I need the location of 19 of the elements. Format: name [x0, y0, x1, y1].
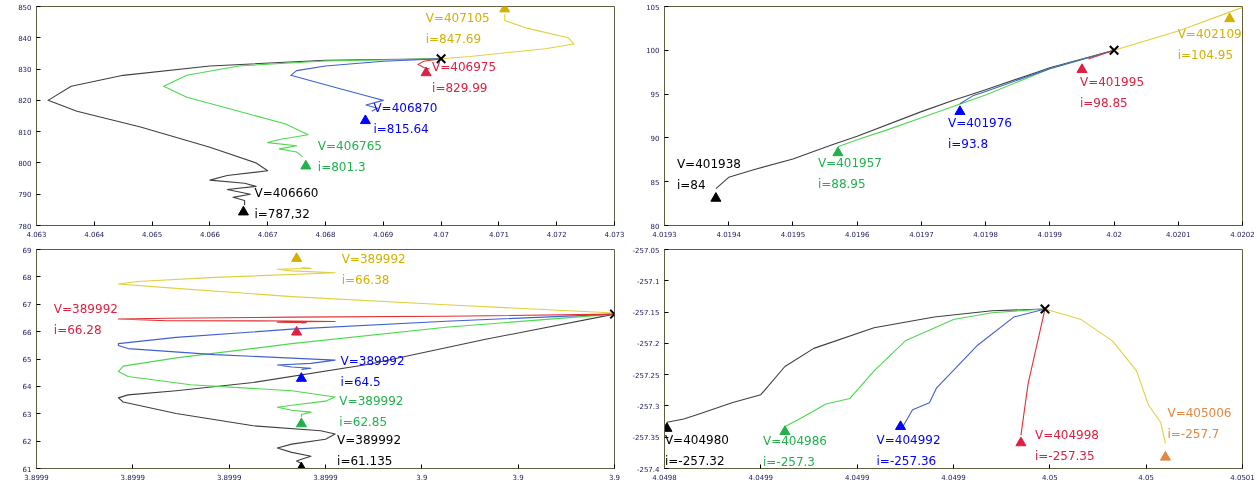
- annotation: V=389992 i=61.135: [337, 433, 402, 469]
- annotation: V=407105 i=847.69: [425, 10, 490, 46]
- annotation: V=401995 i=98.85: [1079, 75, 1145, 111]
- annotation: V=389992 i=66.28: [53, 302, 118, 338]
- annotation: V=389992 i=66.38: [341, 251, 406, 287]
- annotation: V=406975 i=829.99: [432, 60, 497, 96]
- annotation: V=401938 i=84: [676, 156, 741, 192]
- annotation: V=401957 i=88.95: [817, 156, 882, 192]
- annotation: V=406660 i=787,32: [254, 185, 319, 221]
- annotation: V=402109 i=104.95: [1177, 27, 1242, 63]
- annotation: V=405006 i=-257.7: [1167, 405, 1232, 441]
- annotation: V=404986 i=-257.3: [762, 434, 827, 470]
- annotation: V=389992 i=62.85: [339, 394, 404, 430]
- annotation: V=406765 i=801.3: [317, 138, 382, 174]
- annotation: V=404992 i=-257.36: [876, 433, 941, 469]
- annotation: V=404980 i=-257.32: [664, 432, 729, 468]
- annotation: V=406870 i=815.64: [373, 101, 438, 137]
- annotation: V=404998 i=-257.35: [1034, 428, 1100, 464]
- annotation: V=401976 i=93.8: [947, 116, 1012, 152]
